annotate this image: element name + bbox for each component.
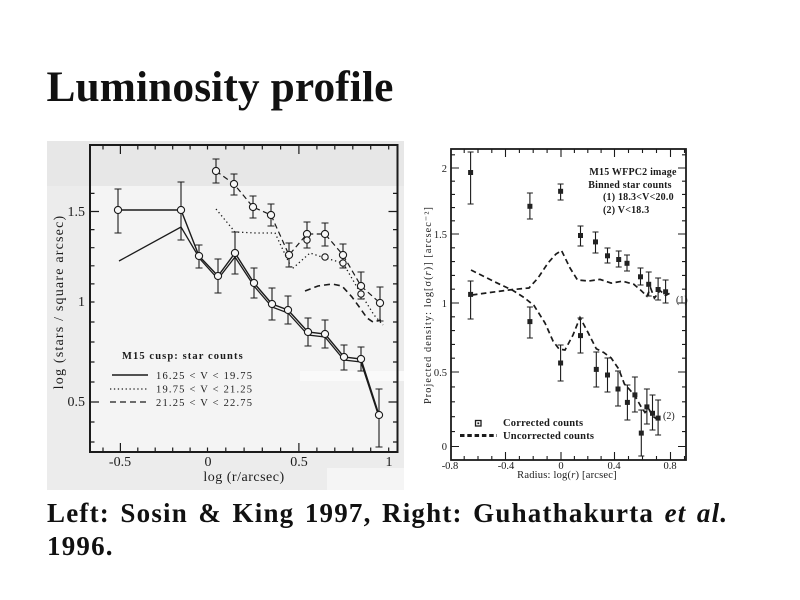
svg-text:Radius: log(r) [arcsec]: Radius: log(r) [arcsec] bbox=[517, 470, 617, 481]
svg-text:0.5: 0.5 bbox=[68, 395, 86, 410]
svg-text:1.5: 1.5 bbox=[434, 230, 447, 241]
svg-text:19.75 < V < 21.25: 19.75 < V < 21.25 bbox=[156, 385, 253, 396]
svg-text:21.25 < V < 22.75: 21.25 < V < 22.75 bbox=[156, 398, 253, 409]
svg-text:(2): (2) bbox=[663, 411, 675, 422]
svg-text:0: 0 bbox=[558, 461, 563, 472]
svg-text:Binned star counts: Binned star counts bbox=[588, 180, 671, 191]
svg-text:(1) 18.3<V<20.0: (1) 18.3<V<20.0 bbox=[603, 192, 674, 203]
svg-text:0.5: 0.5 bbox=[434, 368, 447, 379]
svg-text:Projected density: log[σ(r)] [: Projected density: log[σ(r)] [arcsec⁻²] bbox=[423, 206, 434, 404]
svg-text:-0.5: -0.5 bbox=[109, 455, 131, 470]
svg-text:1: 1 bbox=[78, 295, 85, 310]
svg-text:Uncorrected counts: Uncorrected counts bbox=[503, 431, 594, 442]
svg-text:-0.4: -0.4 bbox=[498, 461, 515, 472]
svg-text:(1): (1) bbox=[676, 295, 688, 306]
svg-text:-0.8: -0.8 bbox=[442, 461, 459, 472]
svg-text:M15 WFPC2 image: M15 WFPC2 image bbox=[589, 167, 677, 178]
svg-text:(2) V<18.3: (2) V<18.3 bbox=[603, 205, 649, 216]
svg-text:0: 0 bbox=[205, 455, 212, 470]
svg-text:log (stars / square arcsec): log (stars / square arcsec) bbox=[52, 215, 67, 390]
svg-text:2: 2 bbox=[442, 164, 447, 175]
svg-text:0: 0 bbox=[442, 442, 447, 453]
svg-text:1: 1 bbox=[442, 299, 447, 310]
svg-text:0.8: 0.8 bbox=[663, 461, 676, 472]
svg-text:M15 cusp: star counts: M15 cusp: star counts bbox=[122, 351, 244, 362]
svg-text:0.5: 0.5 bbox=[290, 455, 308, 470]
svg-text:1: 1 bbox=[386, 455, 393, 470]
svg-text:Corrected counts: Corrected counts bbox=[503, 418, 583, 429]
svg-text:0.4: 0.4 bbox=[607, 461, 621, 472]
svg-text:16.25 < V < 19.75: 16.25 < V < 19.75 bbox=[156, 371, 253, 382]
svg-text:1.5: 1.5 bbox=[68, 205, 86, 220]
svg-text:log (r/arcsec): log (r/arcsec) bbox=[203, 470, 284, 485]
